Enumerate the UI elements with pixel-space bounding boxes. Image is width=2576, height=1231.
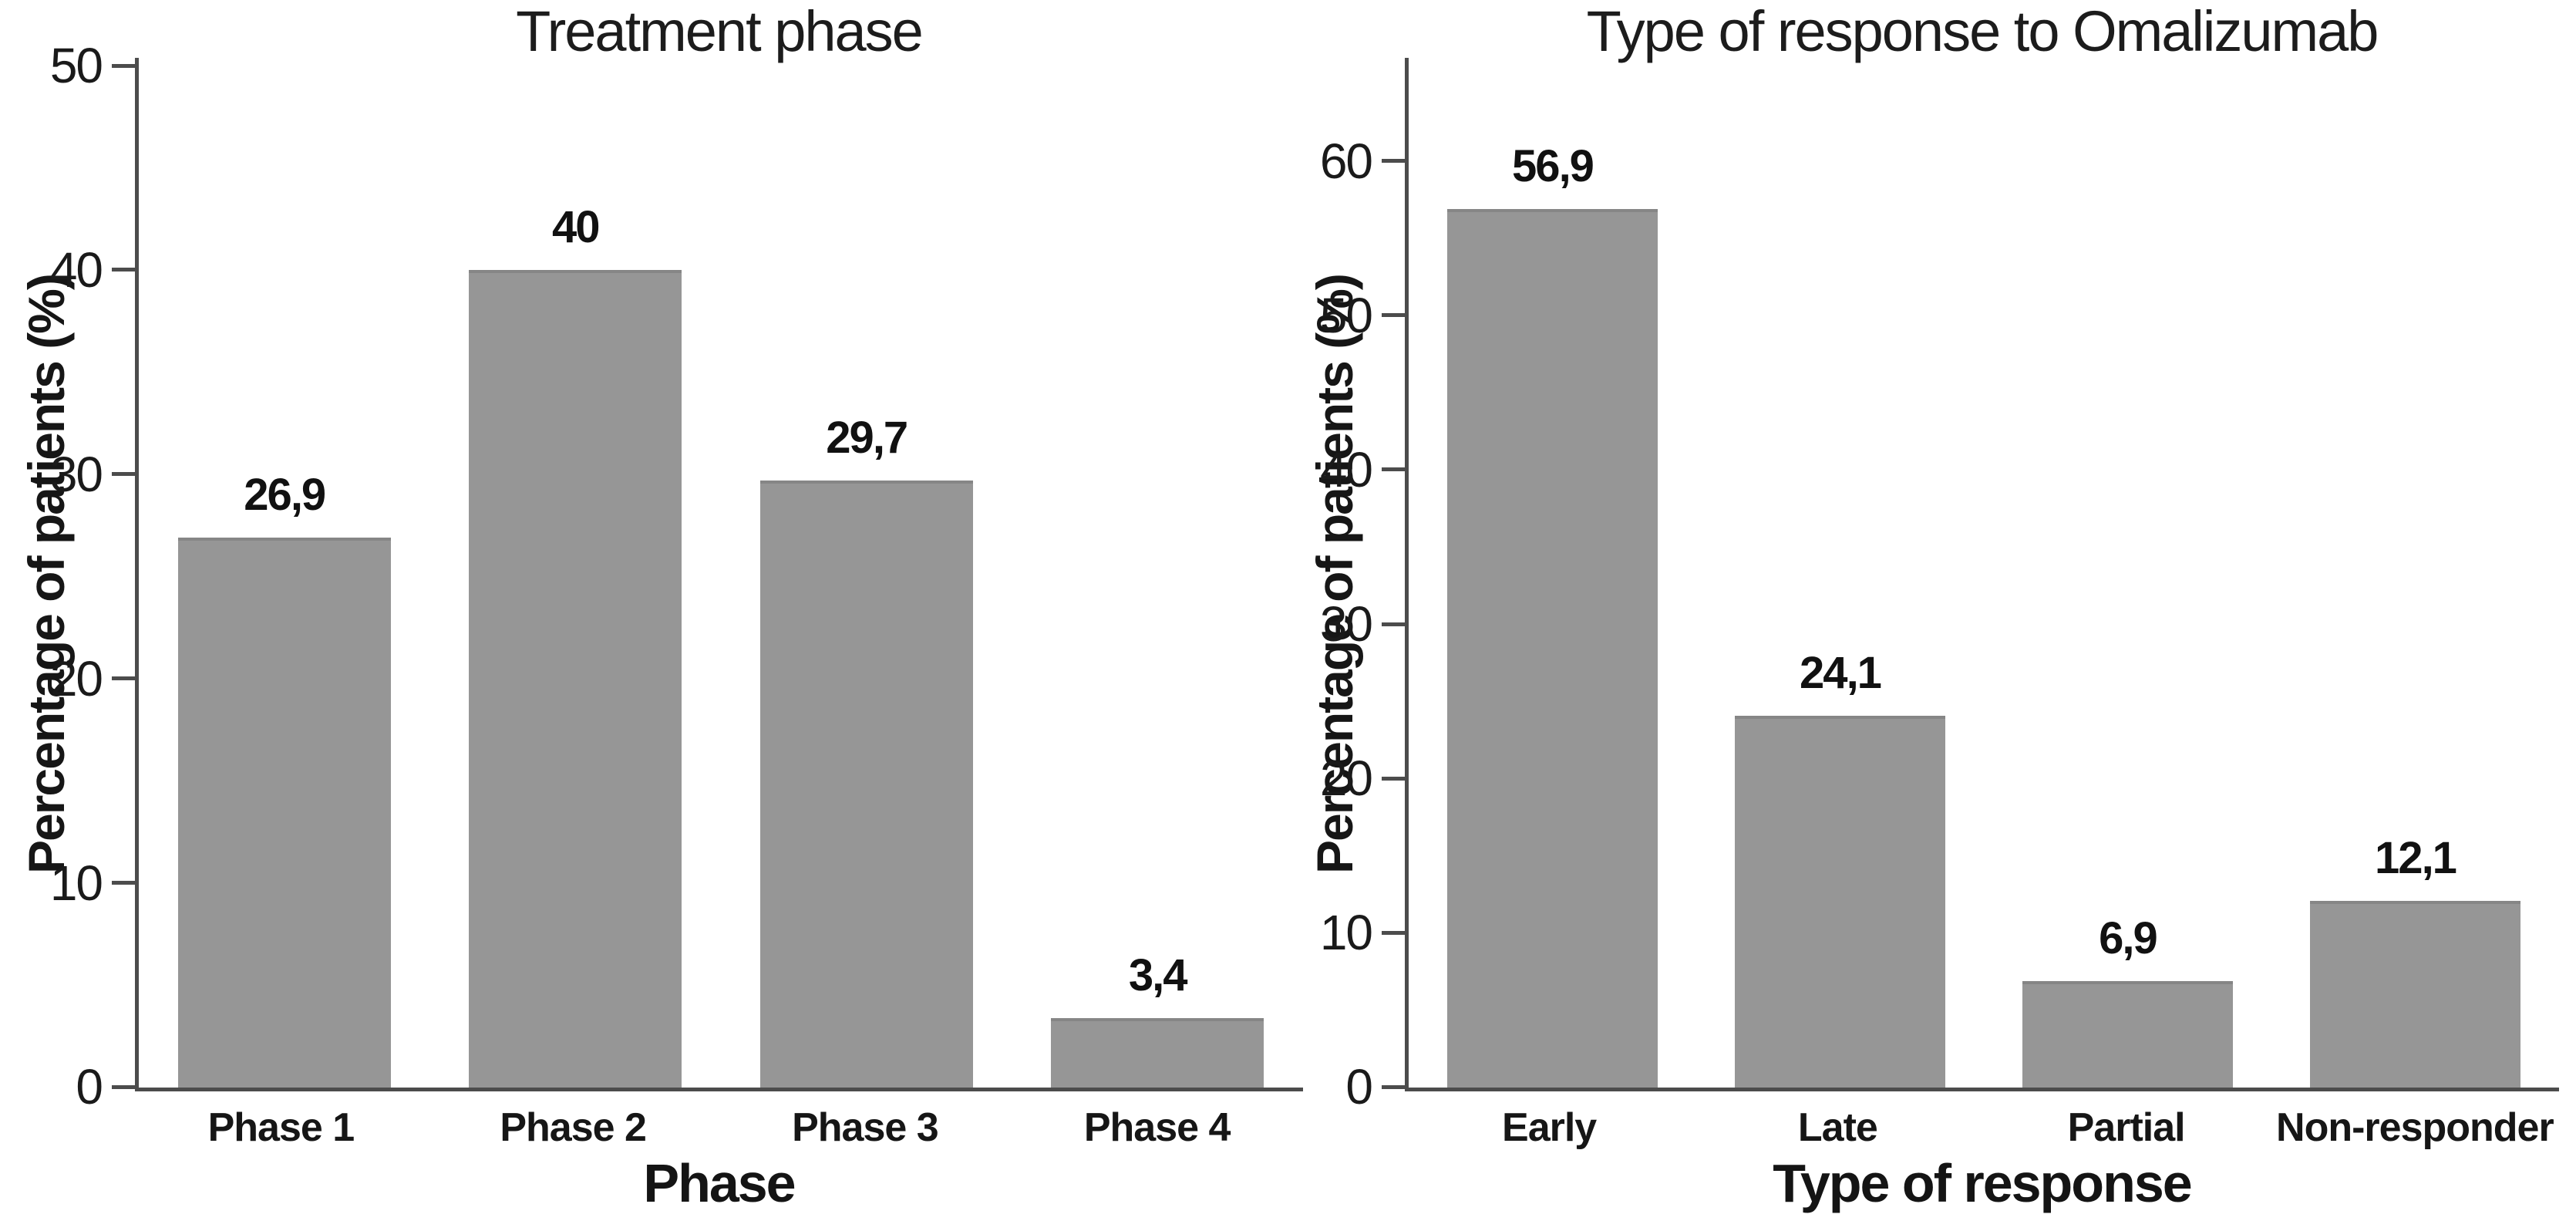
- x-category-label: Late: [1797, 1105, 1878, 1150]
- bar-early: 56,9: [1447, 141, 1658, 1088]
- y-tick-label: 30: [49, 446, 103, 502]
- x-category-label: Phase 3: [792, 1105, 939, 1150]
- y-axis-title: Percentage of patients (%): [18, 275, 75, 875]
- bar-slot: 12,1: [2271, 58, 2559, 1088]
- y-tick-mark: [1382, 930, 1405, 935]
- bar-slot: 56,9: [1409, 58, 1696, 1088]
- bar-slot: 29,7: [721, 58, 1012, 1088]
- y-tick-label: 40: [1319, 441, 1373, 497]
- bar-phase-3: 29,7: [759, 413, 973, 1088]
- y-tick-label: 20: [1319, 750, 1373, 806]
- category-labels: Phase 1 Phase 2 Phase 3 Phase 4: [135, 1105, 1303, 1158]
- x-axis-title: Phase: [643, 1153, 796, 1213]
- y-tick-mark: [112, 676, 135, 681]
- treatment-phase-chart: Treatment phase Percentage of patients (…: [18, 0, 1303, 1213]
- x-category-label: Phase 1: [207, 1105, 355, 1150]
- bar-slot: 40: [430, 58, 722, 1088]
- chart-title: Type of response to Omalizumab: [1586, 0, 2379, 63]
- bar-slot: 26,9: [139, 58, 430, 1088]
- bar-phase-1: 26,9: [177, 470, 391, 1088]
- y-tick-mark: [1382, 776, 1405, 781]
- x-axis-title: Type of response: [1773, 1153, 2192, 1213]
- bar-value-label: 6,9: [2099, 912, 2158, 963]
- y-tick-mark: [112, 881, 135, 885]
- chart-title: Treatment phase: [516, 0, 924, 63]
- bars: 56,9 24,1 6,9 12,1: [1409, 58, 2559, 1088]
- bar-phase-4: 3,4: [1051, 950, 1264, 1088]
- y-tick-label: 20: [49, 650, 103, 707]
- plot-area: 0 10 20 30 40 50 60 56,9 24,1 6,9 12,1: [1320, 58, 2559, 1111]
- x-category-label: Phase 2: [500, 1105, 647, 1150]
- y-tick-mark: [112, 268, 135, 272]
- y-tick-label: 0: [1345, 1059, 1373, 1115]
- y-tick-mark: [1382, 159, 1405, 164]
- plot-area: 0 10 20 30 40 50 26,9 40 29,7 3,4: [50, 41, 1303, 1111]
- y-tick-label: 0: [76, 1059, 103, 1115]
- bar-value-label: 3,4: [1128, 949, 1188, 1000]
- x-category-label: Non-responder: [2276, 1105, 2554, 1150]
- x-category-label: Early: [1502, 1105, 1597, 1150]
- x-category-label: Partial: [2067, 1105, 2186, 1150]
- y-tick-label: 40: [49, 241, 103, 298]
- bar-value-label: 56,9: [1512, 141, 1594, 192]
- x-category-label: Phase 4: [1083, 1105, 1231, 1150]
- y-tick-mark: [112, 63, 135, 68]
- y-tick-label: 50: [49, 37, 103, 93]
- bars: 26,9 40 29,7 3,4: [139, 58, 1303, 1088]
- bar-phase-2: 40: [469, 202, 682, 1088]
- bar-partial: 6,9: [2022, 913, 2233, 1088]
- y-tick-label: 10: [1319, 905, 1373, 961]
- bar-value-label: 12,1: [2375, 832, 2457, 883]
- y-tick-mark: [1382, 622, 1405, 626]
- bar-value-label: 40: [551, 202, 600, 253]
- y-tick-mark: [112, 472, 135, 477]
- bar-value-label: 24,1: [1800, 647, 1882, 698]
- y-tick-label: 10: [49, 855, 103, 911]
- y-tick-mark: [1382, 313, 1405, 318]
- bar-value-label: 29,7: [826, 413, 908, 464]
- y-tick-label: 50: [1319, 287, 1373, 343]
- y-tick-mark: [112, 1085, 135, 1089]
- y-tick-mark: [1382, 467, 1405, 472]
- bar-late: 24,1: [1735, 648, 1945, 1088]
- bar-slot: 24,1: [1696, 58, 1984, 1088]
- y-tick-label: 30: [1319, 595, 1373, 652]
- bar-value-label: 26,9: [244, 470, 326, 521]
- category-labels: Early Late Partial Non-responder: [1405, 1105, 2559, 1158]
- bar-slot: 6,9: [1984, 58, 2271, 1088]
- y-tick-mark: [1382, 1085, 1405, 1089]
- bar-non-responder: 12,1: [2310, 833, 2520, 1088]
- omalizumab-response-chart: Type of response to Omalizumab Percentag…: [1288, 0, 2576, 1231]
- y-tick-label: 60: [1319, 133, 1373, 189]
- bar-slot: 3,4: [1012, 58, 1304, 1088]
